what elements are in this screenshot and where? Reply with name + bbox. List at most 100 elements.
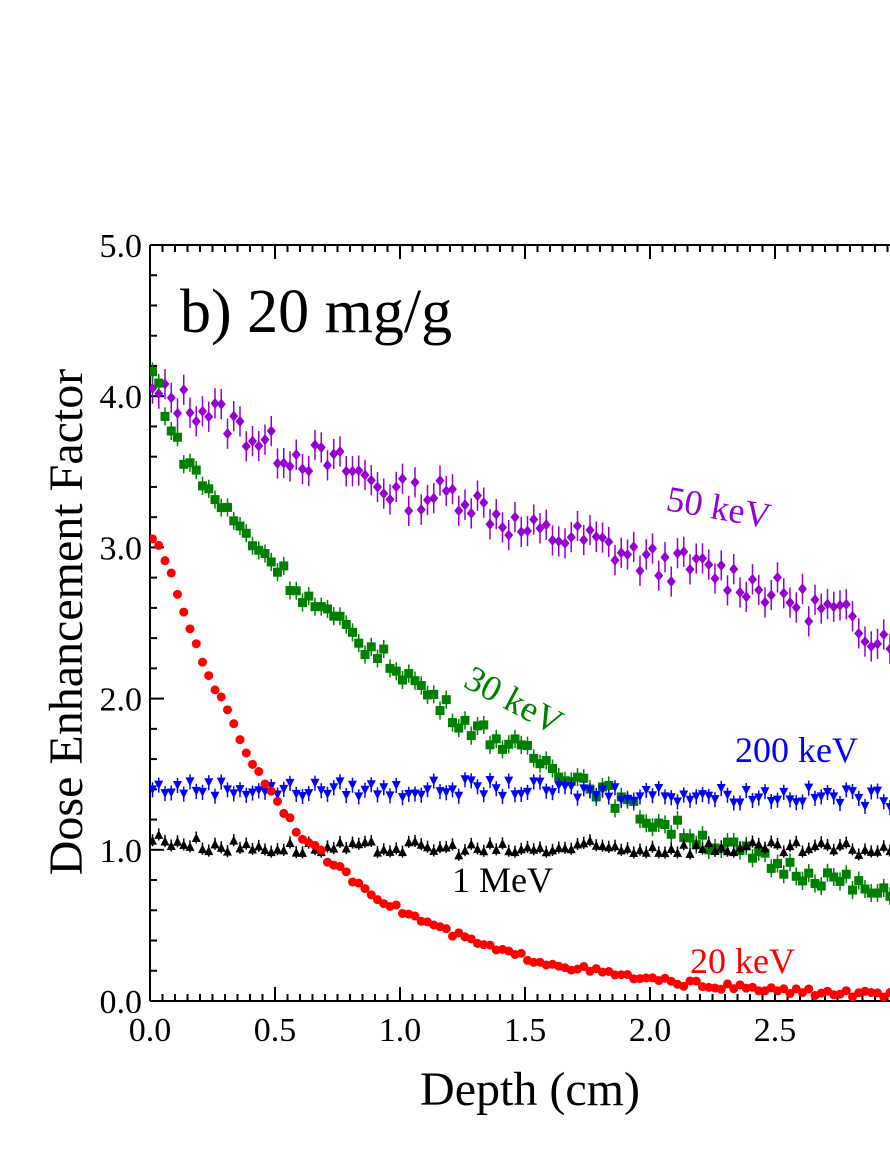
data-point (741, 840, 751, 850)
x-tick-label: 2.0 (629, 1012, 672, 1049)
data-point (298, 598, 307, 608)
data-point (466, 507, 476, 519)
data-point (210, 791, 220, 801)
data-point (510, 734, 520, 744)
data-point (329, 783, 339, 793)
data-point (879, 797, 889, 807)
data-point (579, 773, 589, 783)
data-point (191, 833, 201, 843)
data-point (516, 789, 526, 799)
data-point (723, 837, 732, 847)
data-point (185, 777, 195, 787)
data-point (285, 585, 295, 595)
data-point (604, 842, 614, 852)
data-point (316, 845, 326, 855)
data-point (191, 786, 201, 796)
data-point (310, 602, 320, 612)
data-point (648, 822, 657, 832)
x-tick-label: 2.5 (754, 1012, 797, 1049)
data-point (179, 789, 189, 799)
data-point (841, 838, 851, 848)
data-point (804, 868, 814, 878)
data-point (191, 639, 201, 649)
data-point (448, 483, 457, 495)
data-point (773, 859, 782, 869)
data-point (841, 869, 851, 879)
data-point (485, 940, 495, 950)
data-point (166, 841, 176, 851)
data-point (435, 475, 445, 487)
data-point (760, 596, 770, 608)
data-point (150, 785, 157, 795)
data-point (191, 415, 201, 427)
data-point (216, 503, 226, 513)
data-point (798, 583, 807, 595)
data-point (373, 481, 382, 493)
data-point (885, 803, 890, 813)
data-point (598, 532, 607, 544)
data-point (710, 846, 720, 856)
data-point (754, 793, 764, 803)
y-tick-label: 1.0 (100, 833, 143, 870)
data-point (198, 787, 207, 797)
data-point (523, 787, 532, 797)
data-point (466, 776, 476, 786)
data-point (379, 488, 389, 500)
data-point (454, 791, 464, 801)
data-point (366, 642, 376, 652)
data-point (366, 890, 376, 900)
data-point (610, 803, 620, 813)
data-point (785, 795, 795, 805)
data-point (379, 783, 389, 793)
data-point (779, 847, 789, 857)
data-point (173, 780, 182, 790)
data-point (341, 790, 351, 800)
data-point (229, 516, 239, 526)
data-point (410, 836, 420, 846)
data-point (354, 465, 364, 477)
data-point (879, 841, 889, 851)
data-point (279, 784, 289, 794)
data-point (423, 785, 432, 795)
data-point (454, 505, 464, 517)
data-point (273, 796, 282, 806)
data-point (473, 490, 482, 502)
data-point (785, 597, 795, 609)
data-point (254, 767, 264, 777)
data-point (360, 469, 370, 481)
data-point (229, 835, 239, 845)
data-point (723, 584, 732, 596)
data-point (498, 838, 507, 848)
data-point (173, 407, 182, 419)
data-point (641, 818, 651, 828)
data-point (554, 843, 564, 853)
data-point (710, 573, 720, 585)
data-point (460, 845, 470, 855)
data-point (398, 675, 407, 685)
data-point (435, 787, 445, 797)
data-point (260, 845, 270, 855)
data-point (723, 790, 732, 800)
data-point (373, 790, 382, 800)
data-point (616, 547, 626, 559)
data-point (879, 992, 889, 1001)
data-point (829, 601, 839, 613)
data-point (279, 808, 289, 818)
data-point (416, 790, 426, 800)
data-point (585, 835, 595, 845)
data-point (698, 830, 707, 840)
y-tick-label: 3.0 (100, 530, 143, 567)
data-point (398, 793, 407, 803)
data-point (860, 844, 870, 854)
data-point (341, 867, 351, 877)
data-point (504, 529, 514, 541)
data-point (823, 840, 832, 850)
data-point (254, 545, 264, 555)
data-point (854, 849, 864, 859)
data-point (166, 568, 176, 578)
data-point (285, 837, 295, 847)
data-point (573, 839, 582, 849)
data-point (885, 643, 890, 655)
data-point (716, 842, 726, 852)
data-point (735, 586, 745, 598)
